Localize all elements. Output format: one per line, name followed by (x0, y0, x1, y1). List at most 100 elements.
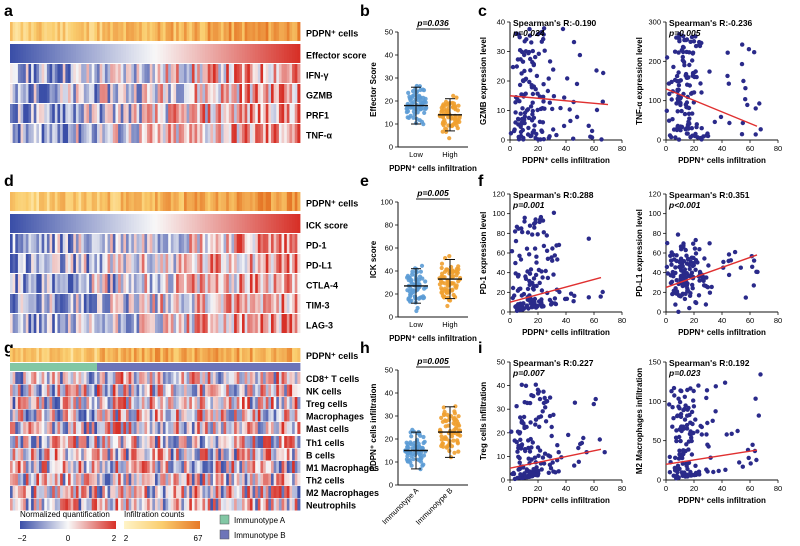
heatmap-cell (207, 397, 211, 409)
heatmap-cell (286, 124, 290, 143)
heatmap-cell (152, 314, 156, 333)
heatmap-cell (199, 384, 203, 397)
dot-point (413, 296, 418, 301)
heatmap-cell-infiltration (170, 192, 174, 211)
heatmap-cell (110, 461, 114, 473)
heatmap-cell (46, 486, 50, 498)
heatmap-cell (194, 214, 198, 233)
scatter-point (538, 137, 543, 142)
heatmap-cell (244, 436, 248, 448)
heatmap-cell (249, 384, 253, 397)
heatmap-cell (147, 314, 151, 333)
y-tick-label: 60 (653, 249, 661, 258)
heatmap-cell (162, 234, 166, 253)
heatmap-cell (239, 384, 243, 397)
scatter-point (740, 120, 745, 126)
heatmap-cell-infiltration (141, 192, 145, 211)
heatmap-cell (162, 44, 166, 63)
heatmap-cell (223, 397, 227, 409)
y-tick-label: 40 (497, 18, 505, 27)
scatter-point (680, 54, 685, 60)
heatmap-cell (247, 473, 251, 486)
heatmap-cell (65, 461, 69, 473)
heatmap-cell (46, 214, 50, 233)
heatmap-cell (81, 397, 85, 409)
heatmap-cell (265, 84, 269, 103)
heatmap-cell (65, 436, 69, 448)
scatter-point (721, 259, 726, 265)
heatmap-cell (289, 84, 293, 103)
heatmap-cell (244, 384, 248, 397)
heatmap-cell (62, 461, 66, 473)
heatmap-cell-infiltration (81, 348, 85, 362)
heatmap-cell (136, 384, 140, 397)
heatmap-cell (91, 314, 95, 333)
heatmap-cell-infiltration (191, 192, 195, 211)
heatmap-cell-infiltration (89, 192, 93, 211)
x-tick-label: 0 (664, 316, 668, 325)
heatmap-cell (115, 274, 119, 293)
heatmap-cell (162, 397, 166, 409)
x-tick-label: 40 (718, 316, 726, 325)
heatmap-cell (265, 234, 269, 253)
heatmap-cell (60, 461, 64, 473)
heatmap-cell (23, 486, 27, 498)
heatmap-group-cell (176, 363, 180, 371)
heatmap-cell (70, 104, 74, 123)
heatmap-cell (149, 461, 153, 473)
scatter-point (526, 125, 531, 131)
heatmap-cell (131, 84, 135, 103)
heatmap-cell (123, 44, 127, 63)
heatmap-cell (86, 372, 90, 384)
heatmap-cell (162, 274, 166, 293)
heatmap-cell (10, 486, 14, 498)
heatmap-cell (271, 384, 275, 397)
heatmap-group-cell (147, 363, 151, 371)
scatter-point (556, 469, 561, 474)
heatmap-cell (52, 498, 56, 511)
heatmap-cell (197, 384, 201, 397)
heatmap-cell (263, 234, 267, 253)
x-tick-label: 60 (590, 316, 598, 325)
heatmap-cell (104, 294, 108, 313)
heatmap-cell (186, 104, 190, 123)
heatmap-cell (86, 422, 90, 434)
heatmap-cell (194, 422, 198, 434)
heatmap-cell (139, 314, 143, 333)
heatmap-cell (115, 409, 119, 422)
heatmap-cell (157, 461, 161, 473)
heatmap-cell (36, 314, 40, 333)
heatmap-cell (15, 409, 19, 422)
scatter-point (683, 37, 689, 43)
heatmap-cell (162, 124, 166, 143)
heatmap-cell (83, 124, 87, 143)
heatmap-cell (133, 498, 137, 511)
heatmap-cell (273, 486, 277, 498)
heatmap-cell (242, 64, 246, 83)
heatmap-cell (20, 294, 24, 313)
scatter-point (686, 111, 692, 117)
scatter-point (594, 68, 599, 73)
heatmap-cell (73, 448, 77, 461)
heatmap-cell-infiltration (197, 348, 201, 362)
heatmap-cell (147, 254, 151, 273)
heatmap-cell (260, 397, 264, 409)
heatmap-cell (249, 274, 253, 293)
heatmap-cell (231, 234, 235, 253)
scatter-point (529, 393, 534, 398)
heatmap-cell (170, 254, 174, 273)
heatmap-cell (278, 104, 282, 123)
dot-point (423, 106, 428, 111)
heatmap-cell (81, 409, 85, 422)
heatmap-cell (155, 234, 159, 253)
heatmap-cell (78, 64, 82, 83)
heatmap-cell (210, 64, 214, 83)
heatmap-group-cell (78, 363, 82, 371)
heatmap-cell (118, 461, 122, 473)
heatmap-cell (160, 498, 164, 511)
heatmap-cell (83, 84, 87, 103)
heatmap-cell (31, 372, 35, 384)
heatmap-cell (52, 409, 56, 422)
heatmap-group-cell (36, 363, 40, 371)
heatmap-cell (294, 274, 298, 293)
